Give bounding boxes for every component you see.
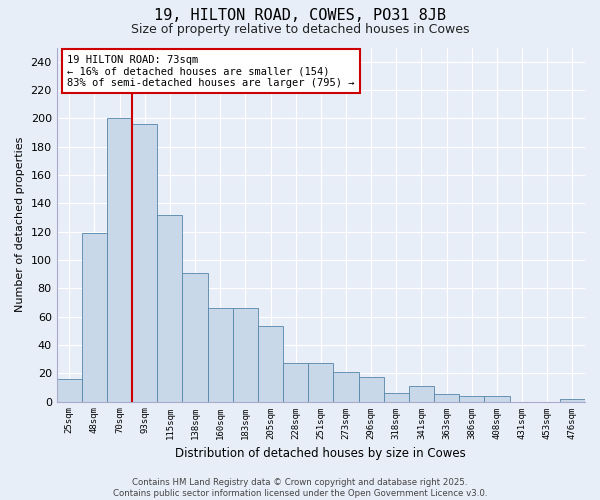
Text: 19, HILTON ROAD, COWES, PO31 8JB: 19, HILTON ROAD, COWES, PO31 8JB [154,8,446,22]
Bar [560,398,585,402]
Bar [157,214,182,402]
Bar [56,379,82,402]
Bar [459,396,484,402]
Bar [258,326,283,402]
Bar [182,272,208,402]
X-axis label: Distribution of detached houses by size in Cowes: Distribution of detached houses by size … [175,447,466,460]
Bar [384,393,409,402]
Bar [283,364,308,402]
Bar [132,124,157,402]
Bar [484,396,509,402]
Bar [82,233,107,402]
Bar [208,308,233,402]
Bar [107,118,132,402]
Text: Size of property relative to detached houses in Cowes: Size of property relative to detached ho… [131,22,469,36]
Y-axis label: Number of detached properties: Number of detached properties [15,137,25,312]
Bar [359,378,384,402]
Bar [233,308,258,402]
Bar [308,364,334,402]
Bar [409,386,434,402]
Text: 19 HILTON ROAD: 73sqm
← 16% of detached houses are smaller (154)
83% of semi-det: 19 HILTON ROAD: 73sqm ← 16% of detached … [67,54,355,88]
Bar [434,394,459,402]
Text: Contains HM Land Registry data © Crown copyright and database right 2025.
Contai: Contains HM Land Registry data © Crown c… [113,478,487,498]
Bar [334,372,359,402]
